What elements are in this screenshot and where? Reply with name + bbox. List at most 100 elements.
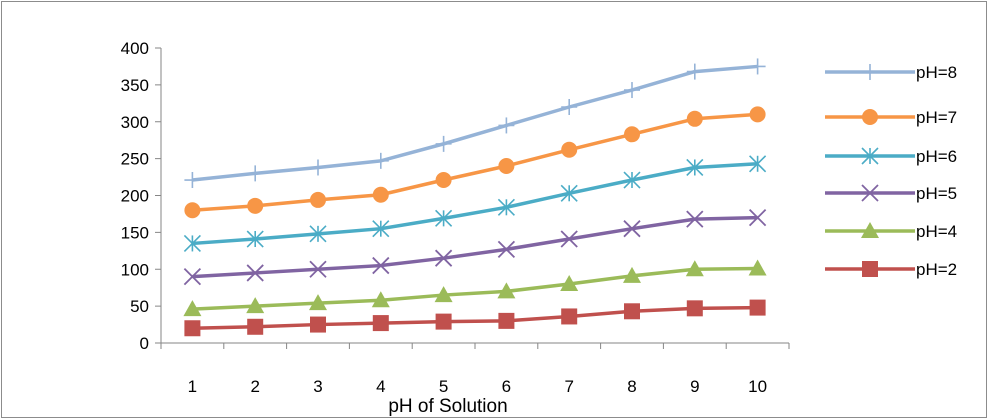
- x-tick-label: 10: [748, 377, 767, 396]
- data-point: [497, 282, 516, 299]
- series-ph-7: [184, 106, 766, 219]
- series-line: [192, 215, 758, 279]
- series-ph-8: [184, 58, 766, 189]
- series-ph-5: [183, 208, 767, 286]
- data-point: [623, 220, 641, 238]
- data-point: [183, 300, 202, 317]
- legend-label: pH=7: [916, 108, 957, 127]
- data-point: [561, 99, 578, 115]
- data-point: [247, 318, 264, 335]
- series-ph-6: [183, 155, 767, 253]
- series-ph-2: [184, 299, 766, 337]
- y-tick-label: 50: [130, 297, 149, 316]
- legend: pH=8 pH=7 pH=6 pH=5 pH=4 pH=2: [825, 63, 957, 279]
- data-point: [560, 275, 579, 291]
- data-point: [624, 82, 640, 99]
- x-tick-label: 3: [313, 377, 322, 396]
- series-line: [192, 162, 758, 246]
- data-point: [310, 191, 326, 208]
- data-point: [246, 230, 264, 248]
- data-point: [560, 230, 578, 248]
- data-point: [498, 158, 515, 174]
- data-point: [623, 171, 641, 189]
- data-point: [247, 165, 264, 182]
- data-point: [624, 303, 640, 320]
- data-point: [310, 316, 326, 333]
- axes: 0 50 100 150 200 250 300 350 400 1 2 3 4 5 6 7 8 9 10: [121, 39, 790, 396]
- data-point: [184, 202, 201, 219]
- data-point: [560, 184, 578, 202]
- data-point: [246, 297, 265, 314]
- data-point: [685, 260, 704, 277]
- data-point: [749, 299, 766, 316]
- x-tick-label: 2: [250, 377, 259, 396]
- y-tick-label: 200: [121, 187, 149, 206]
- legend-label: pH=4: [916, 222, 957, 241]
- legend-item: pH=2: [825, 260, 957, 279]
- data-point: [247, 197, 264, 214]
- data-point: [310, 159, 326, 176]
- data-point: [309, 260, 327, 278]
- data-point: [309, 225, 327, 243]
- data-point: [435, 135, 452, 152]
- series-line: [192, 305, 758, 330]
- legend-item: pH=4: [825, 222, 957, 241]
- data-point: [624, 126, 640, 143]
- data-point: [686, 158, 704, 177]
- legend-label: pH=2: [916, 260, 957, 279]
- data-point: [686, 63, 703, 80]
- x-tick-label: 8: [627, 377, 636, 396]
- legend-marker: [861, 184, 879, 202]
- x-tick-label: 4: [376, 377, 385, 396]
- series-ph-4: [183, 259, 767, 317]
- legend-marker: [862, 64, 878, 80]
- data-point: [498, 117, 515, 134]
- x-axis-title: pH of Solution: [388, 396, 507, 417]
- data-point: [749, 58, 766, 75]
- legend-marker: [861, 222, 879, 238]
- data-point: [561, 141, 578, 158]
- data-point: [435, 313, 452, 330]
- data-point: [497, 198, 515, 216]
- y-tick-label: 150: [121, 223, 149, 242]
- y-tick-label: 100: [121, 260, 149, 279]
- y-tick-label: 350: [121, 76, 149, 95]
- data-point: [183, 234, 201, 253]
- data-point: [686, 300, 703, 317]
- data-point: [749, 106, 766, 123]
- legend-item: pH=5: [825, 184, 957, 203]
- x-tick-label: 1: [188, 377, 197, 396]
- data-point: [184, 320, 201, 337]
- data-point: [623, 266, 641, 283]
- legend-label: pH=5: [916, 184, 957, 203]
- data-point: [435, 172, 452, 189]
- data-point: [309, 294, 327, 311]
- data-point: [371, 291, 390, 308]
- data-point: [497, 240, 516, 258]
- y-tick-label: 250: [121, 150, 149, 169]
- data-point: [749, 155, 767, 173]
- data-point: [748, 208, 767, 227]
- data-point: [748, 259, 767, 276]
- data-point: [686, 110, 703, 127]
- data-point: [246, 264, 264, 282]
- series-line: [192, 64, 758, 182]
- data-point: [372, 220, 390, 238]
- data-point: [561, 308, 578, 325]
- data-point: [372, 256, 390, 275]
- data-point: [372, 186, 389, 203]
- y-tick-label: 400: [121, 39, 149, 58]
- data-point: [498, 312, 515, 329]
- legend-label: pH=6: [916, 147, 957, 166]
- legend-marker: [862, 261, 878, 277]
- series-layer: [183, 58, 767, 337]
- legend-item: pH=8: [825, 63, 957, 82]
- data-point: [686, 210, 704, 228]
- data-point: [372, 315, 389, 332]
- data-point: [434, 249, 453, 267]
- legend-marker: [862, 109, 878, 125]
- x-tick-label: 9: [690, 377, 699, 396]
- y-tick-label: 300: [121, 113, 149, 132]
